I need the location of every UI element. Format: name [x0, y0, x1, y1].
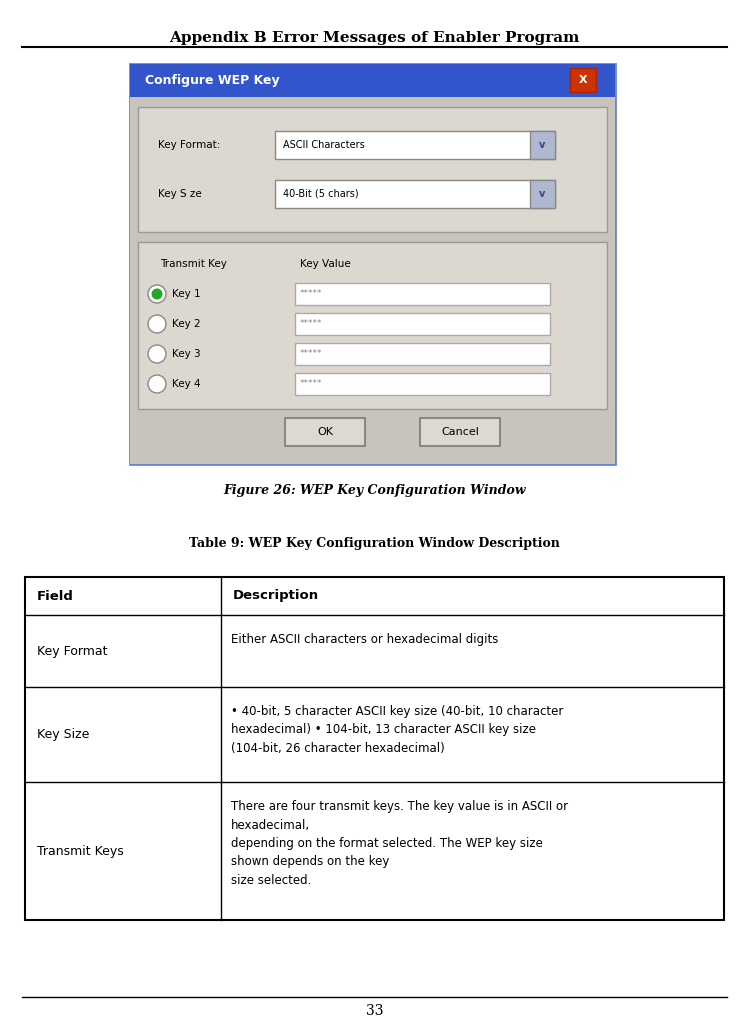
Text: v: v [539, 189, 546, 199]
Text: hexadecimal,: hexadecimal, [231, 818, 310, 831]
Text: Key S ze: Key S ze [158, 189, 201, 199]
FancyBboxPatch shape [530, 180, 555, 208]
Text: Field: Field [37, 590, 74, 603]
FancyBboxPatch shape [25, 577, 724, 615]
FancyBboxPatch shape [570, 69, 596, 93]
Text: ASCII Characters: ASCII Characters [283, 140, 365, 150]
FancyBboxPatch shape [420, 418, 500, 446]
Text: Key Value: Key Value [300, 259, 351, 269]
Text: X: X [579, 75, 587, 85]
Text: Key 2: Key 2 [172, 319, 201, 329]
Text: Key Format: Key Format [37, 644, 108, 658]
Text: Table 9: WEP Key Configuration Window Description: Table 9: WEP Key Configuration Window De… [189, 537, 560, 549]
Text: Key Size: Key Size [37, 728, 89, 741]
Circle shape [148, 285, 166, 303]
Text: *****: ***** [300, 380, 323, 389]
Text: Key 4: Key 4 [172, 379, 201, 389]
FancyBboxPatch shape [130, 97, 615, 464]
Text: depending on the format selected. The WEP key size: depending on the format selected. The WE… [231, 837, 542, 850]
Text: 33: 33 [366, 1004, 383, 1018]
Text: Transmit Keys: Transmit Keys [37, 845, 124, 857]
FancyBboxPatch shape [25, 615, 724, 687]
FancyBboxPatch shape [130, 64, 615, 464]
FancyBboxPatch shape [295, 313, 550, 335]
FancyBboxPatch shape [285, 418, 365, 446]
Text: Either ASCII characters or hexadecimal digits: Either ASCII characters or hexadecimal d… [231, 633, 498, 646]
FancyBboxPatch shape [25, 687, 724, 782]
Text: Figure 26: WEP Key Configuration Window: Figure 26: WEP Key Configuration Window [223, 484, 526, 497]
Text: shown depends on the key: shown depends on the key [231, 855, 389, 868]
Text: hexadecimal) • 104-bit, 13 character ASCII key size: hexadecimal) • 104-bit, 13 character ASC… [231, 723, 536, 737]
FancyBboxPatch shape [138, 242, 607, 409]
FancyBboxPatch shape [275, 131, 555, 159]
FancyBboxPatch shape [25, 782, 724, 920]
Text: Key 1: Key 1 [172, 289, 201, 299]
Text: Description: Description [233, 590, 319, 603]
FancyBboxPatch shape [295, 372, 550, 395]
Text: size selected.: size selected. [231, 874, 311, 887]
Text: OK: OK [317, 427, 333, 437]
Text: *****: ***** [300, 289, 323, 298]
Text: 40-Bit (5 chars): 40-Bit (5 chars) [283, 189, 359, 199]
FancyBboxPatch shape [295, 283, 550, 305]
FancyBboxPatch shape [138, 107, 607, 232]
Text: Configure WEP Key: Configure WEP Key [145, 74, 279, 87]
Circle shape [148, 345, 166, 363]
Circle shape [148, 375, 166, 393]
Text: *****: ***** [300, 319, 323, 328]
Text: (104-bit, 26 character hexadecimal): (104-bit, 26 character hexadecimal) [231, 742, 444, 755]
Text: • 40-bit, 5 character ASCII key size (40-bit, 10 character: • 40-bit, 5 character ASCII key size (40… [231, 705, 563, 718]
FancyBboxPatch shape [275, 180, 555, 208]
FancyBboxPatch shape [295, 343, 550, 365]
Text: Key Format:: Key Format: [158, 140, 220, 150]
Text: Transmit Key: Transmit Key [160, 259, 227, 269]
Text: Appendix B Error Messages of Enabler Program: Appendix B Error Messages of Enabler Pro… [169, 31, 580, 45]
Circle shape [151, 288, 163, 299]
Text: Cancel: Cancel [441, 427, 479, 437]
Text: *****: ***** [300, 350, 323, 358]
Text: There are four transmit keys. The key value is in ASCII or: There are four transmit keys. The key va… [231, 800, 568, 813]
FancyBboxPatch shape [530, 131, 555, 159]
Text: v: v [539, 140, 546, 150]
FancyBboxPatch shape [130, 64, 615, 97]
Text: Key 3: Key 3 [172, 349, 201, 359]
Circle shape [148, 315, 166, 333]
